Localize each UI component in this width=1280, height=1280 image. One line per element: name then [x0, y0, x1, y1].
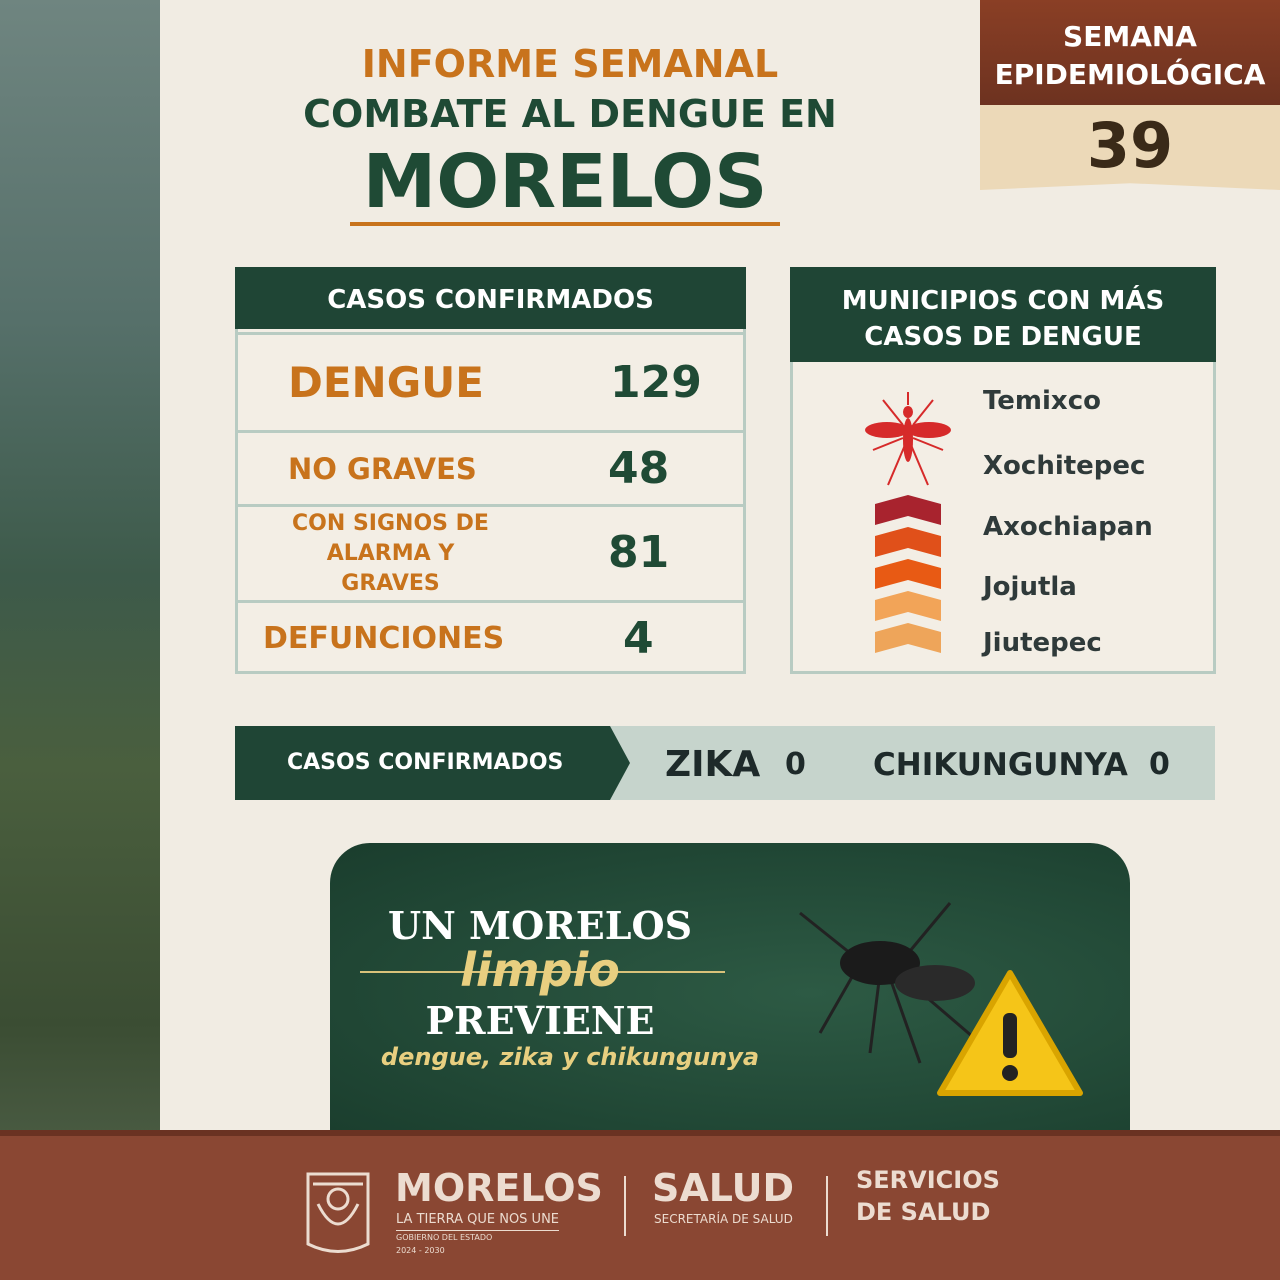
footer-services: DE SALUD	[856, 1198, 991, 1226]
chikungunya-label: CHIKUNGUNYA	[873, 747, 1128, 783]
municipalities-title: CASOS DE DENGUE	[864, 322, 1142, 352]
week-label: SEMANA	[1063, 20, 1197, 53]
rank-chevron	[875, 559, 941, 589]
title-line2: COMBATE AL DENGUE EN	[303, 92, 837, 136]
government-seal-logo	[306, 1172, 370, 1253]
week-badge: SEMANA EPIDEMIOLÓGICA 39	[980, 0, 1280, 190]
chikungunya-value: 0	[1149, 747, 1170, 782]
table-row: DEFUNCIONES 4	[238, 600, 743, 674]
footer-slogan: LA TIERRA QUE NOS UNE	[396, 1212, 560, 1231]
rank-chevron	[875, 591, 941, 621]
title-morelos: MORELOS	[350, 142, 780, 226]
row-value: 4	[623, 613, 654, 664]
confirmed-cases-title: CASOS CONFIRMADOS	[235, 267, 746, 329]
rank-chevron	[875, 527, 941, 557]
confirmed-cases-table: CASOS CONFIRMADOS DENGUE 129 NO GRAVES 4…	[235, 267, 746, 674]
mosquito-photo-icon	[799, 902, 981, 1064]
week-number: 39	[980, 105, 1280, 190]
other-diseases-bar: CASOS CONFIRMADOS ZIKA 0 CHIKUNGUNYA 0	[235, 726, 1215, 800]
banner-line2: limpio	[460, 943, 620, 997]
mosquito-icon	[865, 392, 951, 486]
row-value: 48	[608, 443, 670, 494]
table-row: NO GRAVES 48	[238, 430, 743, 504]
footer-gov: GOBIERNO DEL ESTADO	[396, 1233, 493, 1242]
row-label: DENGUE	[288, 358, 484, 407]
footer-salud-sub: SECRETARÍA DE SALUD	[654, 1212, 793, 1226]
warning-icon	[937, 970, 1083, 1096]
row-value: 129	[610, 357, 702, 408]
municipality-item: Axochiapan	[983, 512, 1153, 542]
municipality-item: Temixco	[983, 386, 1101, 416]
table-row: DENGUE 129	[238, 332, 743, 430]
background-photo-strip	[0, 0, 160, 1280]
footer-brand: MORELOS	[395, 1166, 603, 1210]
rank-chevron	[875, 495, 941, 525]
banner-line3: PREVIENE	[425, 998, 655, 1043]
municipalities-title: MUNICIPIOS CON MÁS	[841, 286, 1165, 316]
row-label: NO GRAVES	[288, 451, 477, 486]
municipalities-panel: MUNICIPIOS CON MÁS CASOS DE DENGUE Temix…	[790, 267, 1216, 674]
municipality-item: Jiutepec	[983, 628, 1102, 658]
title-line1: INFORME SEMANAL	[361, 42, 779, 86]
rank-chevron	[875, 623, 941, 653]
zika-label: ZIKA	[665, 744, 761, 785]
footer-salud: SALUD	[652, 1166, 795, 1210]
row-label: DEFUNCIONES	[263, 621, 505, 656]
row-value: 81	[608, 527, 670, 578]
zika-value: 0	[785, 747, 806, 782]
row-label: CON SIGNOS DE	[292, 510, 489, 536]
municipality-item: Jojutla	[983, 572, 1077, 602]
row-label: ALARMA Y GRAVES	[326, 540, 455, 596]
municipality-item: Xochitepec	[983, 451, 1146, 481]
week-label: EPIDEMIOLÓGICA	[994, 58, 1266, 91]
footer: MORELOS LA TIERRA QUE NOS UNE GOBIERNO D…	[0, 1130, 1280, 1280]
table-row: CON SIGNOS DE ALARMA Y GRAVES 81	[238, 504, 743, 600]
banner-line1: UN MORELOS	[387, 903, 693, 948]
banner-line4: dengue, zika y chikungunya	[380, 1043, 760, 1071]
prevention-banner: UN MORELOS limpio PREVIENE dengue, zika …	[330, 843, 1130, 1143]
other-confirmed-label: CASOS CONFIRMADOS	[235, 726, 630, 800]
footer-services: SERVICIOS	[856, 1166, 1000, 1194]
footer-years: 2024 - 2030	[396, 1246, 445, 1255]
